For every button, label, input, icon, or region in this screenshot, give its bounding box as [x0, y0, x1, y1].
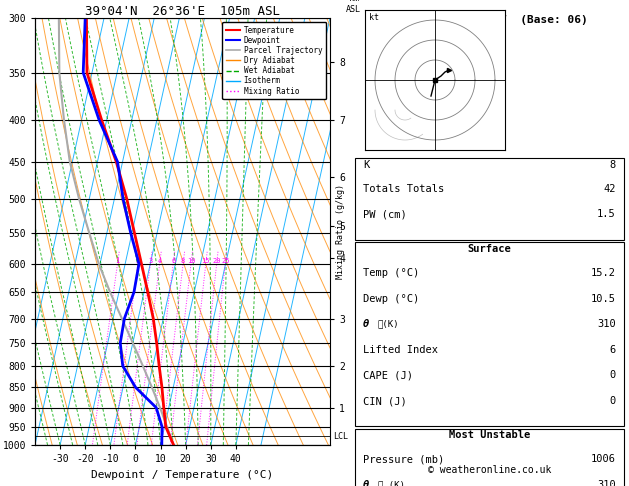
Text: 15.2: 15.2 [591, 268, 616, 278]
Text: θ: θ [363, 319, 369, 329]
Legend: Temperature, Dewpoint, Parcel Trajectory, Dry Adiabat, Wet Adiabat, Isotherm, Mi: Temperature, Dewpoint, Parcel Trajectory… [222, 22, 326, 99]
Text: 20: 20 [213, 258, 221, 264]
Text: 15: 15 [201, 258, 210, 264]
Text: Mixing Ratio (g/kg): Mixing Ratio (g/kg) [336, 184, 345, 279]
Text: 25: 25 [221, 258, 230, 264]
Text: Most Unstable: Most Unstable [449, 430, 530, 440]
Text: ᴄ(K): ᴄ(K) [378, 319, 399, 328]
Text: 6: 6 [171, 258, 175, 264]
Text: 8: 8 [610, 160, 616, 170]
Text: Dewp (°C): Dewp (°C) [363, 294, 420, 304]
Bar [355, 158, 624, 240]
Text: PW (cm): PW (cm) [363, 209, 407, 219]
Text: km
ASL: km ASL [346, 0, 361, 14]
Text: 29.04.2024  21GMT  (Base: 06): 29.04.2024 21GMT (Base: 06) [392, 15, 587, 25]
Text: 310: 310 [597, 319, 616, 329]
Text: 310: 310 [597, 480, 616, 486]
Text: LCL: LCL [333, 432, 348, 440]
Bar [355, 243, 624, 426]
Text: ᴄ (K): ᴄ (K) [378, 480, 404, 486]
Text: 0: 0 [610, 370, 616, 381]
Text: 1: 1 [115, 258, 120, 264]
Text: Lifted Index: Lifted Index [363, 345, 438, 355]
Text: 8: 8 [181, 258, 185, 264]
Text: 10: 10 [187, 258, 195, 264]
Text: 42: 42 [603, 184, 616, 193]
Text: K: K [363, 160, 369, 170]
Text: 1006: 1006 [591, 454, 616, 464]
X-axis label: Dewpoint / Temperature (°C): Dewpoint / Temperature (°C) [91, 469, 274, 480]
Text: 10.5: 10.5 [591, 294, 616, 304]
Text: 3: 3 [148, 258, 152, 264]
Text: © weatheronline.co.uk: © weatheronline.co.uk [428, 465, 551, 475]
Bar [355, 429, 624, 486]
Title: 39°04'N  26°36'E  105m ASL: 39°04'N 26°36'E 105m ASL [85, 5, 280, 18]
Text: CAPE (J): CAPE (J) [363, 370, 413, 381]
Text: kt: kt [369, 13, 379, 22]
Text: θ: θ [363, 480, 369, 486]
Text: Totals Totals: Totals Totals [363, 184, 444, 193]
Text: CIN (J): CIN (J) [363, 396, 407, 406]
Text: 1.5: 1.5 [597, 209, 616, 219]
Text: 0: 0 [610, 396, 616, 406]
Text: 4: 4 [157, 258, 162, 264]
Text: 2: 2 [136, 258, 140, 264]
Text: Temp (°C): Temp (°C) [363, 268, 420, 278]
Text: Pressure (mb): Pressure (mb) [363, 454, 444, 464]
Text: Surface: Surface [467, 243, 511, 254]
Text: 6: 6 [610, 345, 616, 355]
